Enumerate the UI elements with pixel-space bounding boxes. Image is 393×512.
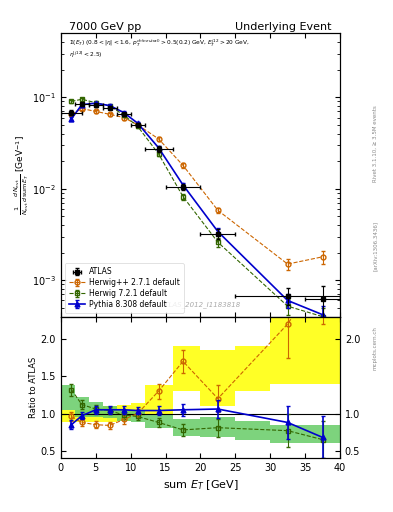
Text: Underlying Event: Underlying Event <box>235 22 332 32</box>
Text: ATLAS_2012_I1183818: ATLAS_2012_I1183818 <box>160 302 241 308</box>
Text: mcplots.cern.ch: mcplots.cern.ch <box>373 326 378 370</box>
Y-axis label: $\frac{1}{N_\mathrm{evt}}\frac{d\,N_\mathrm{evt}}{d\,\mathrm{sum}\,E_T}$ [GeV$^{: $\frac{1}{N_\mathrm{evt}}\frac{d\,N_\mat… <box>12 135 31 215</box>
Text: Rivet 3.1.10, ≥ 3.5M events: Rivet 3.1.10, ≥ 3.5M events <box>373 105 378 182</box>
Y-axis label: Ratio to ATLAS: Ratio to ATLAS <box>29 357 38 418</box>
Text: 7000 GeV pp: 7000 GeV pp <box>69 22 141 32</box>
Text: $\Sigma(E_T)$ $(0.8 < |\eta| < 1.6,\,p_T^{ch(neutral)} > 0.5(0.2)$ GeV, $E_T^{j1: $\Sigma(E_T)$ $(0.8 < |\eta| < 1.6,\,p_T… <box>69 37 250 60</box>
Legend: ATLAS, Herwig++ 2.7.1 default, Herwig 7.2.1 default, Pythia 8.308 default: ATLAS, Herwig++ 2.7.1 default, Herwig 7.… <box>65 263 184 313</box>
X-axis label: sum $E_T$ [GeV]: sum $E_T$ [GeV] <box>163 479 238 493</box>
Text: [arXiv:1306.3436]: [arXiv:1306.3436] <box>373 221 378 271</box>
